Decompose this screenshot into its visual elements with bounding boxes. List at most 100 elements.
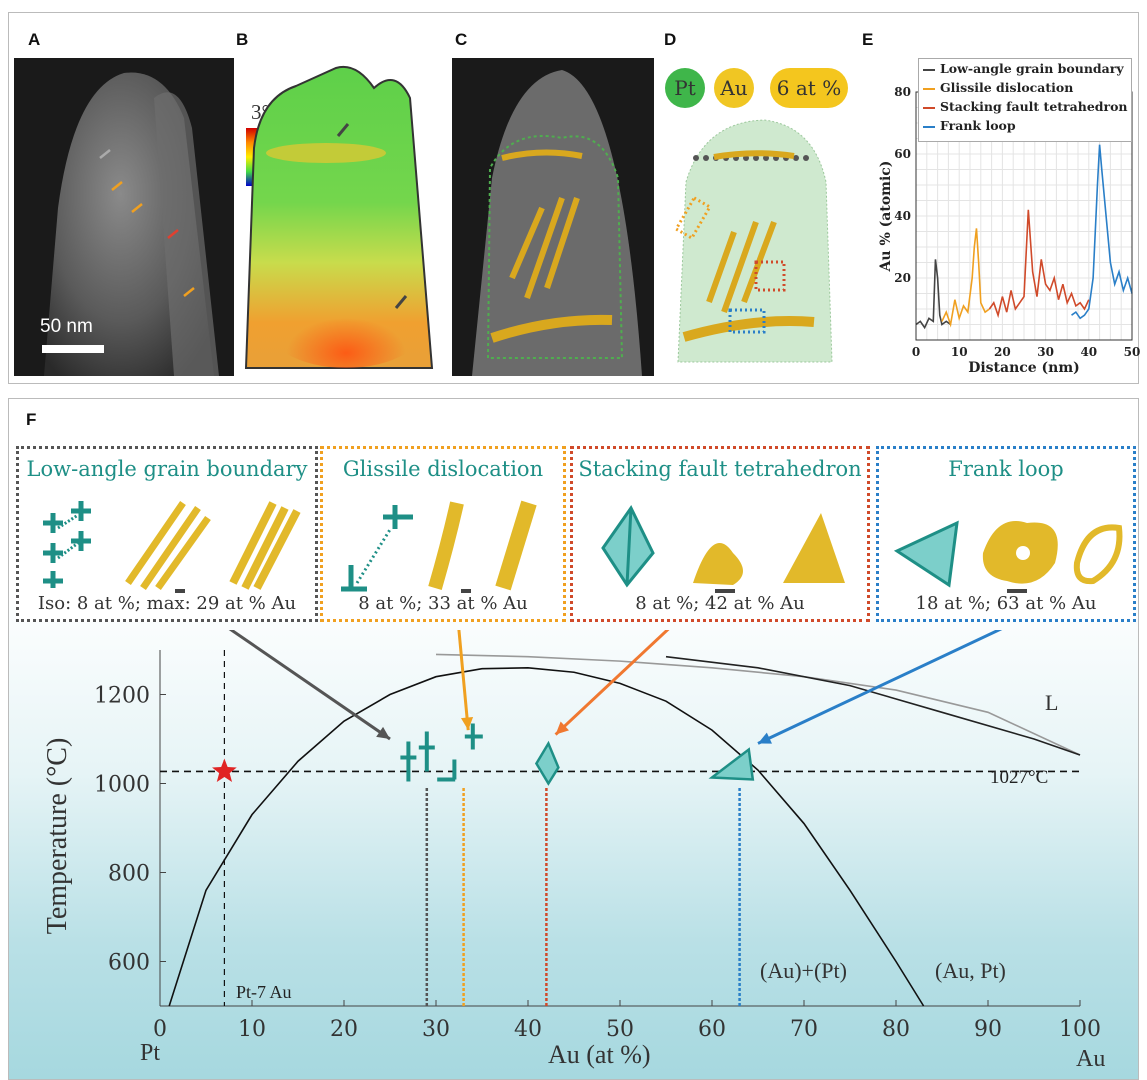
y-tick-label: 800 — [108, 862, 150, 887]
atom-map — [674, 119, 833, 363]
panel-label-a: A — [28, 30, 41, 49]
panel-label-e: E — [862, 30, 874, 49]
iso-bubble: 6 at % — [770, 68, 848, 108]
glissile-illustration — [341, 500, 537, 593]
phase-diagram-chart: 0 10 20 30 40 50 60 70 80 90 100 600 800 1000 1200 — [94, 630, 1101, 1042]
panel-label-c: C — [455, 30, 468, 49]
chart-e-legend: Low-angle grain boundary Glissile disloc… — [918, 58, 1132, 142]
defect-caption: 8 at %; 42 at % Au — [635, 593, 805, 614]
y-tick-label: 40 — [894, 209, 911, 223]
y-tick-label: 60 — [894, 147, 911, 161]
phase-boundary-line — [435, 653, 1081, 756]
dislocation-symbol-icon — [437, 723, 483, 782]
y-tick-label: 1000 — [94, 773, 150, 798]
defect-box-frank-loop: Frank loop 18 at %; 63 at % Au — [876, 446, 1136, 622]
x-tick-label: 40 — [514, 1017, 542, 1042]
x-tick-label: 80 — [882, 1017, 910, 1042]
tem-image-a — [14, 58, 234, 376]
gray-arrow-icon — [99, 149, 111, 159]
alloy-label: Pt-7 Au — [236, 982, 292, 1002]
glissile-model-icon — [495, 500, 537, 591]
x-tick-label: 60 — [698, 1017, 726, 1042]
low-angle-model-icon — [229, 501, 301, 590]
series-line — [915, 259, 952, 330]
pointer-arrow — [228, 630, 391, 741]
x-tick-label: 70 — [790, 1017, 818, 1042]
orange-arrow-icon — [131, 203, 143, 213]
x-tick-label: 40 — [1080, 345, 1097, 359]
pointer-arrow — [457, 630, 470, 731]
y-tick-label: 80 — [894, 85, 911, 99]
x-tick-label: 100 — [1059, 1017, 1101, 1042]
defect-caption: Iso: 8 at %; max: 29 at % Au — [37, 593, 297, 614]
y-axis-title: Temperature (°C) — [42, 737, 73, 935]
tetrahedron-symbol-icon — [534, 740, 560, 786]
defect-caption: 8 at %; 33 at % Au — [358, 593, 528, 614]
series-line — [1071, 144, 1133, 320]
star-icon — [212, 758, 237, 783]
x-tick-label: 50 — [606, 1017, 634, 1042]
panel-label-f: F — [26, 410, 37, 429]
scale-bar-label: 50 nm — [40, 316, 93, 337]
two-phase-label: (Au)+(Pt) — [760, 958, 847, 983]
low-angle-illustration — [43, 501, 301, 593]
isotherm-label: 1027°C — [990, 767, 1049, 788]
defect-title: Stacking fault tetrahedron — [578, 457, 862, 481]
grain-boundary-symbol-icon — [400, 731, 435, 782]
series-line — [941, 228, 990, 328]
scale-bar — [42, 345, 104, 353]
loop-triangle-icon — [893, 520, 959, 588]
arrowhead-icon — [376, 726, 390, 739]
phase-boundary-line — [168, 666, 925, 1007]
low-angle-isosurface-icon — [125, 501, 211, 591]
x-tick-label: 0 — [153, 1017, 167, 1042]
pointer-arrow — [554, 630, 670, 736]
arrowhead-icon — [460, 716, 474, 731]
single-phase-label: (Au, Pt) — [935, 958, 1006, 983]
y-tick-label: 20 — [894, 271, 911, 285]
y-tick-label: 1200 — [94, 684, 150, 709]
au-bubble: Au — [714, 68, 754, 108]
panel-label-d: D — [664, 30, 677, 49]
panel-label-b: B — [236, 30, 249, 49]
defect-title: Frank loop — [948, 457, 1064, 481]
arrowhead-icon — [758, 732, 772, 744]
x-tick-label: 20 — [994, 345, 1011, 359]
tetrahedron-icon — [601, 505, 655, 588]
x-axis-left-label: Pt — [140, 1040, 161, 1066]
sft-isosurface-icon — [693, 543, 743, 585]
orange-arrow-icon — [111, 181, 123, 191]
y-tick-label: 600 — [108, 951, 150, 976]
x-tick-label: 90 — [974, 1017, 1002, 1042]
glissile-isosurface-icon — [428, 501, 464, 590]
misorientation-map — [244, 66, 434, 369]
dark-arrow-icon — [394, 295, 408, 309]
legend-item: Low-angle grain boundary — [923, 61, 1124, 76]
phase-boundary-line — [665, 655, 1081, 756]
x-tick-label: 30 — [422, 1017, 450, 1042]
legend-item: Glissile dislocation — [923, 80, 1073, 95]
sft-illustration — [601, 505, 845, 593]
sft-model-icon — [783, 513, 845, 583]
x-tick-label: 20 — [330, 1017, 358, 1042]
x-tick-label: 30 — [1037, 345, 1054, 359]
x-axis-title: Au (at %) — [548, 1040, 651, 1069]
liquid-label: L — [1045, 690, 1059, 715]
pointer-arrow — [757, 630, 1003, 745]
tem-image-c — [452, 58, 654, 376]
legend-item: Frank loop — [923, 118, 1016, 133]
x-axis-right-label: Au — [1076, 1046, 1106, 1072]
series-line — [988, 209, 1090, 319]
orange-arrow-icon — [183, 287, 195, 297]
defect-box-low-angle: Low-angle grain boundary Iso: 8 at %; ma… — [16, 446, 318, 622]
x-tick-label: 50 — [1124, 345, 1141, 359]
defect-caption: 18 at %; 63 at % Au — [915, 593, 1097, 614]
y-axis-label: Au % (atomic) — [878, 161, 894, 273]
red-arrow-icon — [167, 229, 179, 239]
frank-loop-illustration — [893, 520, 1123, 593]
loop-model-icon — [1073, 524, 1123, 585]
defect-box-sft: Stacking fault tetrahedron 8 at %; 42 at… — [570, 446, 870, 622]
pt-bubble: Pt — [665, 68, 705, 108]
defect-title: Glissile dislocation — [342, 457, 544, 481]
dark-arrow-icon — [336, 123, 350, 137]
